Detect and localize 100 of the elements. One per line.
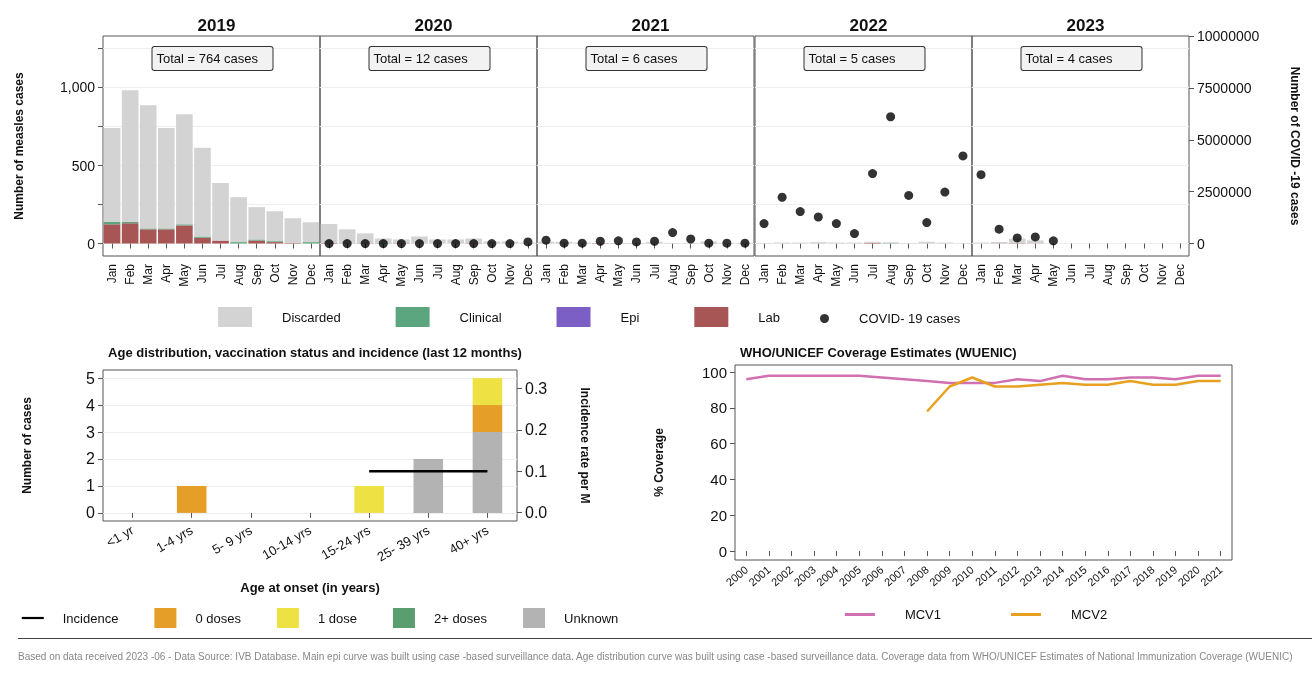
y-tick-label: 500 — [71, 157, 96, 174]
y2-tick-label: 7500000 — [1197, 79, 1252, 96]
x-tick-label: Jan — [322, 264, 337, 284]
x-tick-label: Apr — [1028, 264, 1043, 283]
x-tick-label: 1-4 yrs — [153, 522, 196, 556]
x-tick-label: Feb — [775, 263, 790, 285]
x-tick-label: 5- 9 yrs — [209, 522, 256, 558]
x-tick-label: Nov — [285, 264, 300, 286]
x-tick-label: Oct — [1136, 263, 1151, 283]
x-tick-label: Apr — [376, 264, 391, 283]
text: Based on data received 2023 -06 - Data Source: IVB Database. Main epi curve was built using case -based surveillance data. Age distribution curve was built using case -based surveillance data. Coverage data from WHO/UNICEF Estimates of National Immunization Coverage (WUENIC) — [18, 638, 1312, 662]
x-tick-label: Nov — [937, 264, 952, 286]
x-tick-label: Feb — [123, 263, 138, 285]
x-tick-label: Dec — [1172, 264, 1187, 286]
y-axis-title: Number of cases — [20, 396, 34, 494]
x-tick-label: Feb — [557, 263, 572, 285]
x-tick-label: Nov — [502, 264, 517, 286]
legend-label: 0 doses — [195, 610, 242, 626]
legend-label: 1 dose — [317, 610, 357, 626]
legend-label: 2+ doses — [433, 610, 488, 626]
legend-label: MCV1 — [904, 607, 942, 622]
x-tick-label: Nov — [1154, 264, 1169, 286]
y-tick-label: 100 — [701, 363, 727, 381]
x-tick-label: Jan — [757, 264, 772, 284]
y2-axis-title: Incidence rate per M — [578, 387, 592, 504]
legend-label: Incidence — [62, 610, 119, 626]
y2-tick-label: 10000000 — [1197, 28, 1260, 44]
chart-title: 2021 — [631, 16, 670, 35]
x-tick-label: Jan — [105, 264, 120, 284]
x-tick-label: Oct — [484, 263, 499, 283]
legend-label: Discarded — [282, 309, 341, 325]
y-tick-label: 80 — [710, 399, 727, 417]
x-tick-label: Apr — [159, 264, 174, 283]
legend-label: Lab — [758, 309, 781, 325]
chart-title: 2022 — [849, 16, 888, 35]
annotation: Total = 764 cases — [156, 51, 259, 66]
legend-label: COVID- 19 cases — [859, 311, 961, 326]
x-tick-label: May — [829, 264, 844, 287]
y2-tick-label: 0.1 — [525, 462, 548, 480]
y-tick-label: 5 — [86, 369, 96, 387]
y-tick-label: 0 — [86, 504, 96, 522]
y-tick-label: 60 — [710, 435, 727, 453]
y2-tick-label: 0.2 — [525, 421, 548, 439]
x-tick-label: Sep — [683, 263, 698, 286]
y-tick-label: 1 — [86, 477, 96, 495]
x-tick-label: Aug — [883, 264, 898, 286]
chart-title: 2023 — [1066, 16, 1105, 35]
x-tick-label: Sep — [466, 263, 481, 286]
x-tick-label: Dec — [737, 264, 752, 286]
legend-label: Epi — [620, 309, 640, 325]
annotation: Total = 12 cases — [373, 51, 469, 66]
x-tick-label: Sep — [249, 263, 264, 286]
y-tick-label: 2 — [86, 450, 96, 468]
x-tick-label: Dec — [520, 264, 535, 286]
x-tick-label: Jun — [847, 264, 862, 284]
y2-tick-label: 0.3 — [525, 380, 548, 398]
x-tick-label: Aug — [665, 264, 680, 286]
x-tick-label: Jan — [539, 264, 554, 284]
chart-title: 2020 — [414, 16, 453, 35]
x-tick-label: Mar — [358, 264, 373, 285]
x-tick-label: Jul — [213, 264, 228, 280]
annotation: Total = 4 cases — [1025, 51, 1114, 66]
legend-label: Unknown — [564, 610, 619, 626]
x-tick-label: Jul — [865, 264, 880, 280]
x-tick-label: Jul — [1082, 264, 1097, 280]
x-tick-label: <1 yr — [103, 522, 137, 551]
x-tick-label: Sep — [901, 263, 916, 286]
x-tick-label: Feb — [340, 263, 355, 285]
x-tick-label: Nov — [719, 264, 734, 286]
x-tick-label: Jun — [629, 264, 644, 284]
x-tick-label: May — [177, 264, 192, 287]
y2-tick-label: 2500000 — [1197, 183, 1252, 200]
y2-tick-label: 0.0 — [525, 504, 548, 522]
y-tick-label: 20 — [710, 506, 727, 524]
x-tick-label: Oct — [919, 263, 934, 283]
x-tick-label: Mar — [793, 264, 808, 285]
chart-title: WHO/UNICEF Coverage Estimates (WUENIC) — [740, 345, 1017, 360]
y-tick-label: 0 — [718, 542, 727, 560]
y-tick-label: 3 — [86, 423, 96, 441]
y2-axis-title: Number of COVID -19 cases — [1288, 66, 1302, 226]
legend-label: MCV2 — [1071, 607, 1108, 622]
annotation: Total = 5 cases — [808, 51, 897, 66]
x-tick-label: Feb — [992, 263, 1007, 285]
y-tick-label: 40 — [710, 471, 727, 488]
annotation: Total = 6 cases — [590, 51, 679, 66]
x-tick-label: Oct — [701, 263, 716, 283]
x-tick-label: Aug — [231, 264, 246, 286]
x-tick-label: Jun — [1064, 264, 1079, 284]
x-tick-label: Mar — [575, 264, 590, 285]
x-tick-label: Dec — [303, 264, 318, 286]
x-tick-label: Apr — [593, 264, 608, 283]
x-tick-label: Jun — [412, 264, 427, 284]
x-tick-label: Aug — [448, 264, 463, 286]
x-tick-label: Aug — [1100, 264, 1115, 286]
legend-label: Clinical — [459, 309, 502, 325]
x-tick-label: Jul — [647, 264, 662, 280]
y2-tick-label: 0 — [1197, 235, 1205, 252]
y-tick-label: 1,000 — [59, 79, 96, 96]
x-tick-label: May — [1046, 264, 1061, 287]
x-tick-label: 40+ yrs — [446, 522, 492, 557]
